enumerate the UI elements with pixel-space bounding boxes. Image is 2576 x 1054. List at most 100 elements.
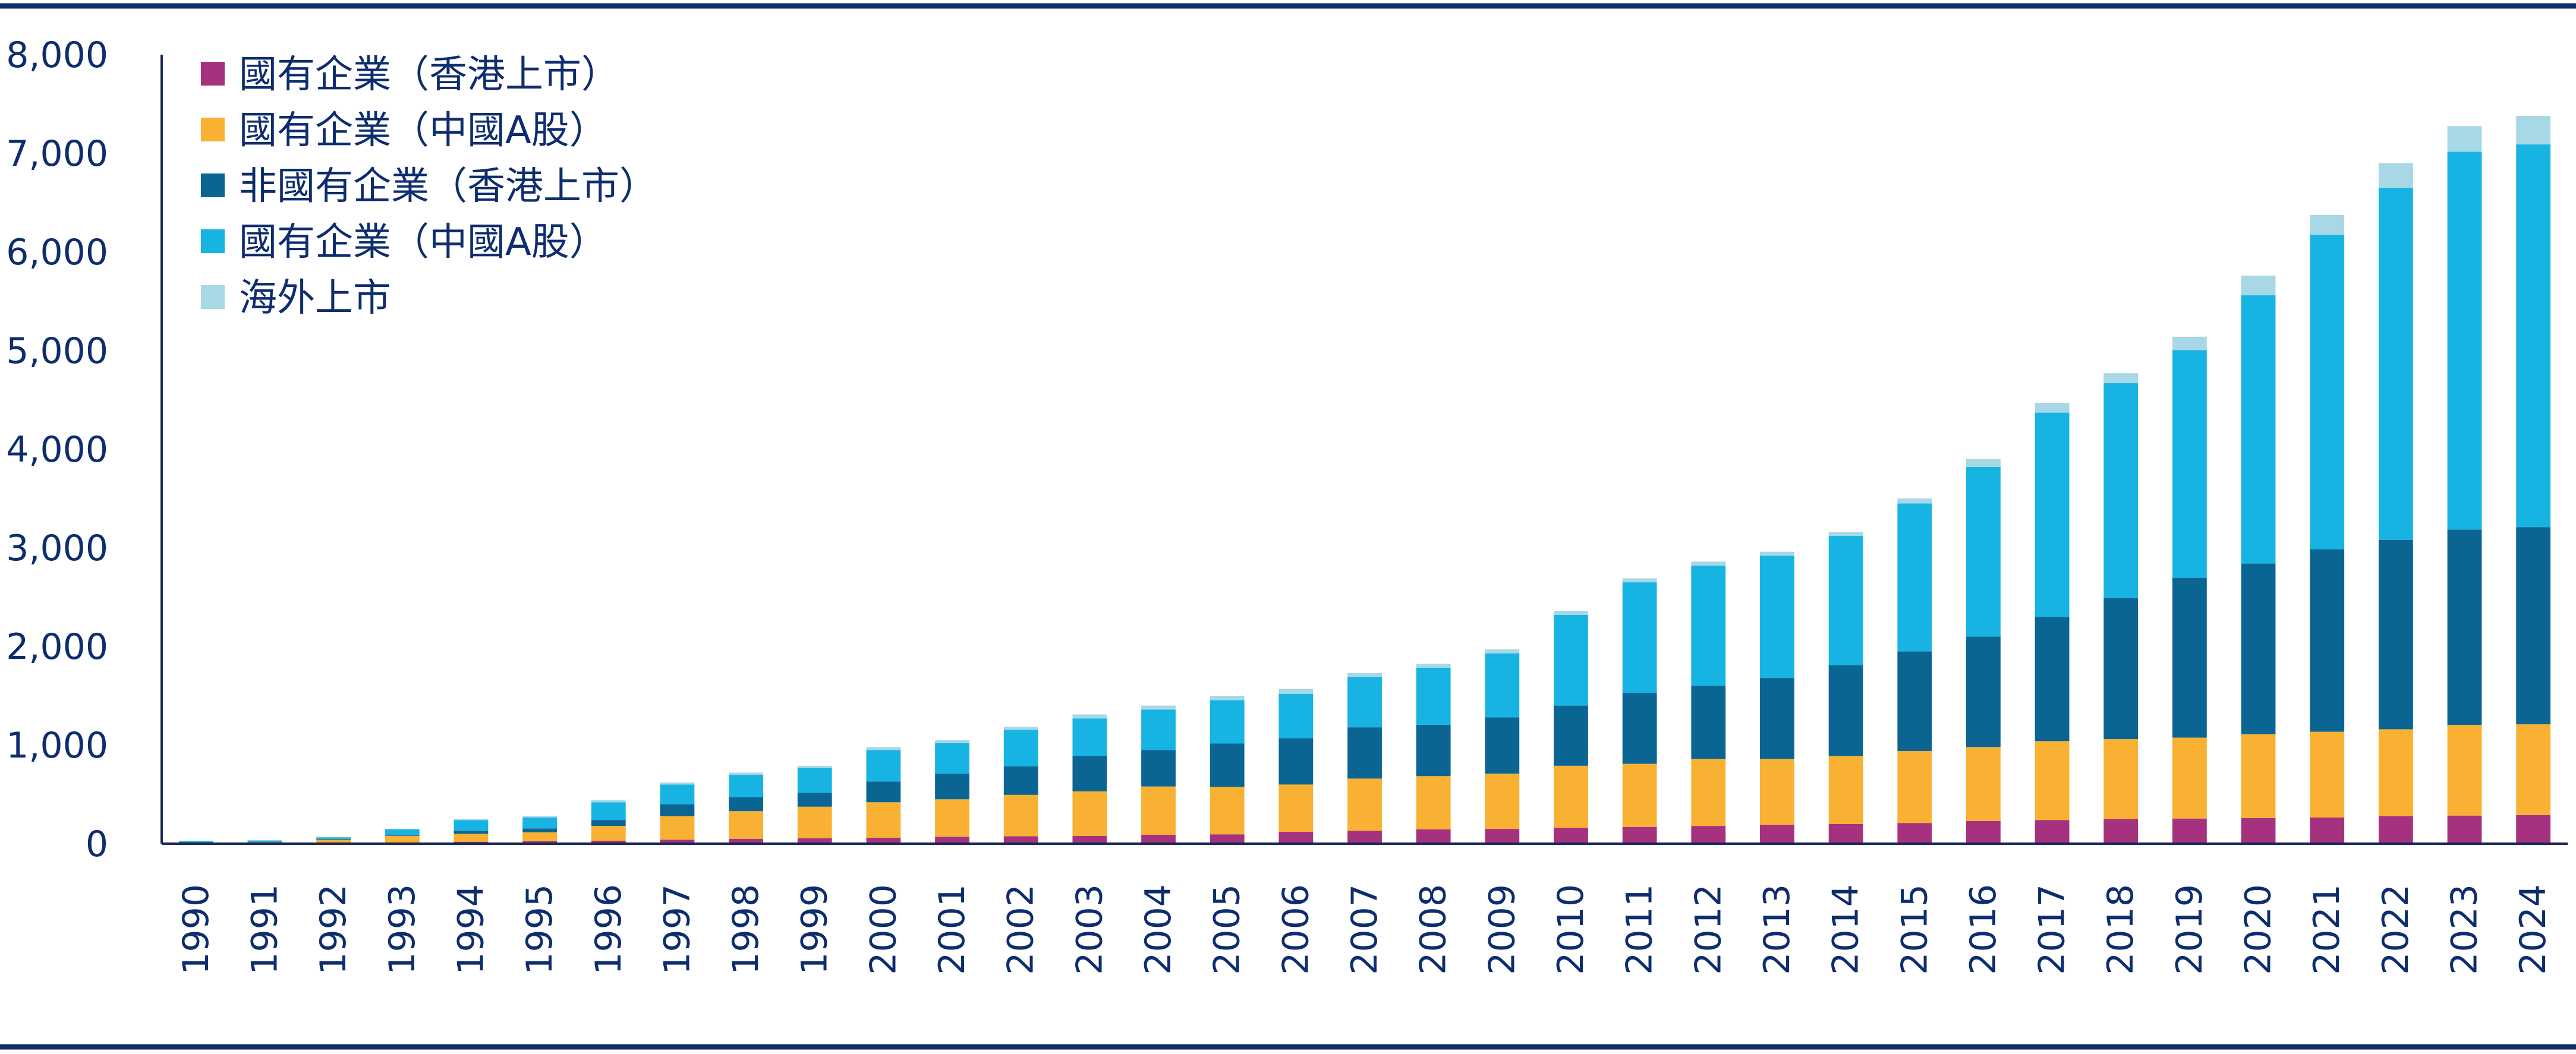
bar-segment-1992-s2 [316,838,351,840]
bar-segment-2020-s1 [2241,734,2276,818]
bar-segment-2022-s0 [2378,816,2413,844]
bar-segment-2003-s1 [1072,791,1107,836]
bar-segment-1995-s4 [522,816,558,818]
bar-segment-2020-s3 [2241,295,2276,564]
x-tick-label: 2003 [1069,884,1110,975]
x-tick-label: 1996 [588,884,629,975]
bar-segment-2017-s2 [2035,617,2070,741]
bar-segment-2012-s1 [1691,759,1726,826]
bar-segment-2024-s3 [2516,144,2551,528]
bar-segment-2012-s0 [1691,826,1726,844]
bar-segment-2006-s3 [1278,693,1314,739]
bar-segment-2009-s4 [1485,649,1520,654]
x-tick-label: 1997 [656,884,698,975]
bar-segment-1990-s3 [178,841,213,842]
bar-segment-2007-s2 [1347,727,1382,779]
bar-segment-2014-s1 [1828,756,1863,824]
bar-segment-2011-s0 [1622,826,1657,844]
legend-swatch [201,173,225,197]
bar-stack-2009 [1485,649,1520,844]
bar-segment-2018-s0 [2103,819,2139,844]
bar-stack-2008 [1416,664,1451,844]
x-tick-label: 2008 [1413,884,1454,975]
bar-segment-2019-s0 [2172,818,2207,844]
x-tick-label: 1998 [725,884,767,975]
bar-segment-2000-s1 [866,802,901,838]
legend-label: 非國有企業（香港上市） [239,165,657,209]
x-tick-label: 1991 [244,884,285,975]
bar-segment-1998-s4 [729,772,763,775]
bar-stack-2020 [2241,275,2276,844]
bar-segment-1995-s3 [522,818,558,829]
bar-segment-2005-s0 [1210,834,1245,844]
bar-segment-1994-s2 [454,831,489,834]
legend: 國有企業（香港上市） 國有企業（中國A股） 非國有企業（香港上市） 國有企業（中國A股… [201,53,657,320]
bar-segment-2018-s1 [2103,739,2139,819]
x-tick-label: 1994 [450,884,492,975]
bar-segment-2016-s2 [1966,636,2001,747]
x-tick-label: 2009 [1481,884,1523,975]
bar-segment-2004-s2 [1141,750,1176,787]
bar-segment-2005-s3 [1210,700,1245,744]
bar-segment-2016-s4 [1966,459,2001,467]
bar-segment-1992-s1 [316,840,351,844]
bar-segment-1996-s4 [591,800,626,803]
bar-stack-1994 [454,819,489,844]
bar-segment-2009-s3 [1485,653,1520,718]
bar-segment-2019-s4 [2172,336,2207,351]
bar-segment-2019-s1 [2172,737,2207,819]
bar-segment-2000-s4 [866,747,901,750]
bar-segment-2022-s4 [2378,163,2413,188]
bar-segment-1996-s2 [591,820,626,826]
bar-stack-2003 [1072,714,1107,844]
x-tick-label: 1999 [794,884,836,975]
bar-segment-2014-s3 [1828,536,1863,665]
bar-segment-1999-s3 [797,768,832,793]
y-tick-label: 3,000 [6,528,108,569]
bar-segment-2003-s2 [1072,756,1107,792]
bar-segment-2019-s2 [2172,578,2207,738]
bar-stack-2018 [2103,373,2139,844]
bar-segment-2018-s4 [2103,373,2139,383]
bar-segment-2011-s4 [1622,578,1657,583]
bar-segment-2015-s4 [1897,498,1932,504]
bar-segment-2008-s4 [1416,664,1451,668]
x-tick-label: 2019 [2169,884,2210,975]
bar-segment-1998-s3 [729,774,763,797]
bar-segment-2012-s2 [1691,686,1726,759]
bar-segment-2005-s4 [1210,696,1245,700]
bar-segment-2013-s3 [1760,556,1794,679]
bar-segment-2020-s2 [2241,563,2276,734]
bar-segment-2000-s2 [866,781,901,803]
bar-segment-2014-s0 [1828,823,1863,844]
bar-segment-2018-s3 [2103,383,2139,598]
bar-segment-2001-s2 [935,774,969,800]
bar-segment-2008-s0 [1416,829,1451,844]
bar-segment-1999-s0 [797,838,832,844]
y-axis-ticks: 0 1,000 2,000 3,000 4,000 5,000 6,000 7,000 8,00… [6,34,108,865]
bar-segment-2021-s3 [2310,234,2345,550]
bar-segment-2016-s1 [1966,747,2001,821]
bar-segment-1997-s3 [660,784,695,804]
bar-segment-1997-s0 [660,840,695,844]
bar-segment-1999-s1 [797,806,832,838]
legend-item: 海外上市 [201,276,391,320]
bar-segment-2003-s3 [1072,718,1107,756]
bar-segment-2022-s1 [2378,729,2413,816]
x-tick-label: 2013 [1756,884,1798,975]
bar-segment-2006-s2 [1278,738,1314,785]
bar-segment-1999-s2 [797,793,832,807]
bar-stack-2013 [1760,551,1794,844]
bar-segment-2024-s1 [2516,724,2551,815]
legend-label: 海外上市 [239,276,391,320]
bar-segment-1995-s0 [522,841,558,844]
bar-segment-2000-s3 [866,750,901,782]
y-tick-label: 6,000 [6,232,108,273]
bar-segment-2010-s4 [1554,611,1588,615]
bar-segment-1995-s1 [522,832,558,841]
x-tick-label: 2016 [1963,884,2004,975]
bar-stack-1993 [385,829,420,844]
bar-segment-2023-s1 [2447,724,2482,816]
x-tick-label: 1992 [313,884,354,975]
bar-segment-2000-s0 [866,838,901,844]
